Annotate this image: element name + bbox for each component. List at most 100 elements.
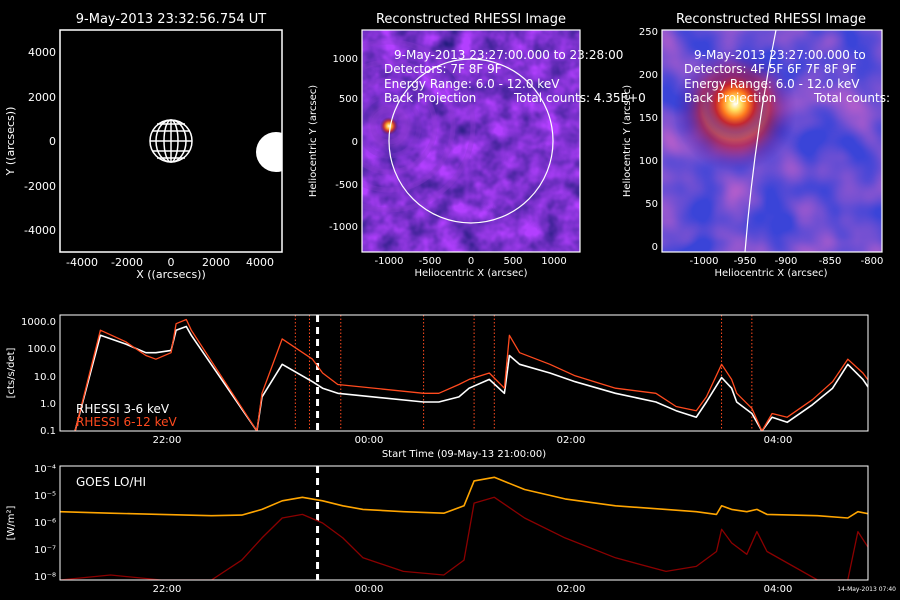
image2-y-tick: 200	[639, 70, 658, 81]
image2-x-ticks: -1000 -950 -900 -850 -800	[689, 256, 883, 267]
image2-line: Back Projection	[684, 91, 776, 105]
rhessi-legend-6-12: RHESSI 6-12 keV	[76, 415, 177, 429]
image1-x-tick: -1000	[374, 256, 403, 267]
rhessi-y-ticks: 1000.0 100.0 10.0 1.0 0.1	[21, 317, 56, 437]
goes-x-tick: 02:00	[557, 584, 586, 595]
image2-line: Total counts:	[813, 91, 890, 105]
image2-panel: Reconstructed RHESSI Image 9-May-2013 23…	[622, 12, 890, 279]
orbit-xlabel: X ((arcsecs))	[136, 268, 206, 281]
image2-y-tick: 150	[639, 113, 658, 124]
image1-title: Reconstructed RHESSI Image	[376, 12, 566, 27]
orbit-y-tick: -4000	[24, 224, 56, 237]
rhessi-x-tick: 22:00	[153, 435, 182, 446]
orbit-y-tick: -2000	[24, 180, 56, 193]
rhessi-frame	[59, 314, 869, 432]
image1-panel: Reconstructed RHESSI Image 9-May-2013 23…	[308, 12, 646, 279]
image2-y-tick: 50	[645, 199, 658, 210]
goes-panel: GOES LO/HI 10⁻⁴ 10⁻⁵ 10⁻⁶ 10⁻⁷ 10⁻⁸ 22:0…	[6, 464, 896, 595]
rhessi-x-tick: 00:00	[355, 435, 384, 446]
offset-disk	[256, 132, 282, 172]
orbit-x-tick: -4000	[66, 256, 98, 269]
image2-line: Energy Range: 6.0 - 12.0 keV	[684, 77, 860, 91]
goes-x-tick: 00:00	[355, 584, 384, 595]
goes-x-ticks: 22:00 00:00 02:00 04:00	[153, 584, 793, 595]
rhessi-legend-3-6: RHESSI 3-6 keV	[76, 402, 170, 416]
goes-y-tick: 10⁻⁷	[34, 545, 56, 556]
image1-y-tick: 500	[339, 94, 358, 105]
image1-y-tick: 0	[352, 137, 358, 148]
image1-x-tick: -500	[419, 256, 442, 267]
orbit-x-tick: 2000	[202, 256, 230, 269]
rhessi-x-tick: 02:00	[557, 435, 586, 446]
image2-x-tick: -900	[775, 256, 798, 267]
orbit-x-tick: 4000	[246, 256, 274, 269]
goes-y-tick: 10⁻⁴	[34, 464, 56, 475]
image1-limb	[388, 58, 554, 224]
image1-line: Back Projection	[384, 91, 476, 105]
image1-xlabel: Heliocentric X (arcsec)	[414, 268, 527, 279]
rhessi-y-tick: 10.0	[34, 372, 56, 383]
image2-y-tick: 250	[639, 27, 658, 38]
goes-curves	[60, 476, 868, 580]
orbit-panel: 9-May-2013 23:32:56.754 UT -4000 -2000 0…	[4, 12, 283, 281]
image2-x-tick: -950	[734, 256, 757, 267]
image1-y-tick: -1000	[329, 222, 358, 233]
rhessi-y-tick: 100.0	[27, 344, 56, 355]
orbit-title: 9-May-2013 23:32:56.754 UT	[76, 12, 266, 27]
image1-x-tick: 0	[468, 256, 474, 267]
goes-y-tick: 10⁻⁶	[34, 518, 56, 529]
goes-series-1	[60, 476, 868, 519]
rhessi-xlabel: Start Time (09-May-13 21:00:00)	[382, 449, 546, 460]
image1-line: 9-May-2013 23:27:00.000 to 23:28:00	[394, 48, 623, 62]
image1-line: Total counts: 4.35E+0	[513, 91, 646, 105]
goes-label: GOES LO/HI	[76, 475, 146, 489]
rhessi-y-tick: 1000.0	[21, 317, 56, 328]
image1-ylabel: Heliocentric Y (arcsec)	[308, 85, 319, 197]
image2-frame	[661, 29, 883, 253]
image1-x-tick: 1000	[541, 256, 566, 267]
orbit-ylabel: Y ((arcsecs))	[4, 107, 17, 177]
image1-frame	[361, 29, 581, 253]
image2-xlabel: Heliocentric X (arcsec)	[714, 268, 827, 279]
rhessi-curves	[74, 318, 868, 431]
image2-line: 9-May-2013 23:27:00.000 to	[694, 48, 866, 62]
orbit-x-tick: 0	[168, 256, 175, 269]
image1-x-ticks: -1000 -500 0 500 1000	[374, 256, 566, 267]
goes-ylabel: [W/m²]	[6, 505, 17, 540]
image1-x-tick: 500	[503, 256, 522, 267]
image2-line: Detectors: 4F 5F 6F 7F 8F 9F	[684, 62, 857, 76]
rhessi-ylabel: [cts/s/det]	[6, 348, 17, 399]
orbit-y-tick: 2000	[28, 91, 56, 104]
orbit-x-tick: -2000	[111, 256, 143, 269]
rhessi-x-ticks: 22:00 00:00 02:00 04:00	[153, 435, 793, 446]
goes-x-tick: 04:00	[764, 584, 793, 595]
orbit-x-ticks: -4000 -2000 0 2000 4000	[66, 256, 274, 269]
image2-x-tick: -850	[819, 256, 842, 267]
orbit-y-tick: 0	[49, 135, 56, 148]
image2-title: Reconstructed RHESSI Image	[676, 12, 866, 27]
goes-y-ticks: 10⁻⁴ 10⁻⁵ 10⁻⁶ 10⁻⁷ 10⁻⁸	[34, 464, 56, 583]
goes-y-tick: 10⁻⁸	[34, 572, 56, 583]
image1-line: Detectors: 7F 8F 9F	[384, 62, 502, 76]
orbit-frame	[59, 29, 283, 253]
goes-stamp: 14-May-2013 07:40	[837, 586, 896, 593]
image1-line: Energy Range: 6.0 - 12.0 keV	[384, 77, 560, 91]
rhessi-x-tick: 04:00	[764, 435, 793, 446]
image1-source	[380, 117, 398, 135]
image2-y-tick: 100	[639, 156, 658, 167]
image2-y-tick: 0	[652, 242, 658, 253]
orbit-y-ticks: 4000 2000 0 -2000 -4000	[24, 46, 56, 237]
rhessi-series-2	[74, 318, 868, 431]
goes-x-tick: 22:00	[153, 584, 182, 595]
image2-limb	[744, 30, 777, 252]
sun-globe	[149, 119, 193, 163]
image1-y-ticks: 1000 500 0 -500 -1000	[329, 54, 358, 233]
rhessi-y-tick: 0.1	[40, 426, 56, 437]
goes-frame	[59, 465, 869, 581]
rhessi-markers	[294, 315, 753, 431]
goes-y-tick: 10⁻⁵	[34, 491, 56, 502]
rhessi-panel: 1000.0 100.0 10.0 1.0 0.1 22:00 00:00 02…	[6, 314, 869, 460]
image1-y-tick: 1000	[333, 54, 358, 65]
orbit-y-tick: 4000	[28, 46, 56, 59]
